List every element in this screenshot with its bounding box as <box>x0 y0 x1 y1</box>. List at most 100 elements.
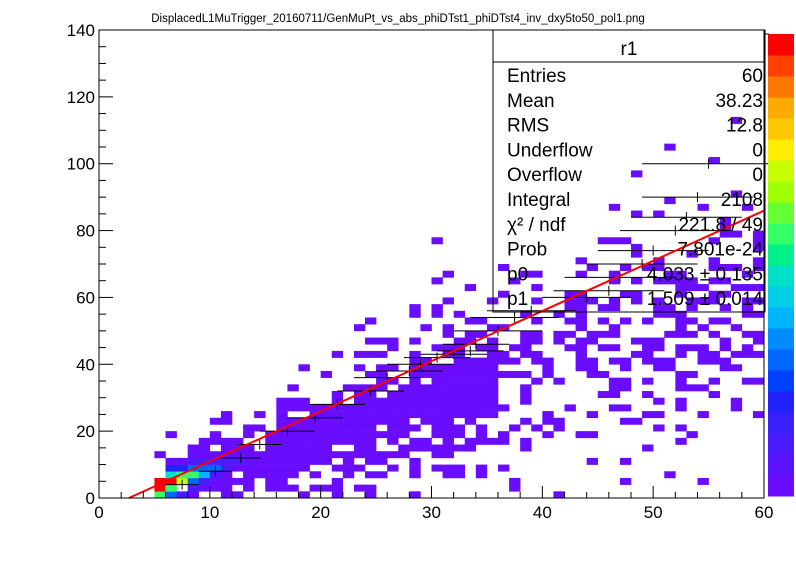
heatmap-cell <box>608 270 621 278</box>
heatmap-cell <box>298 464 310 472</box>
heatmap-cell <box>631 337 643 345</box>
heatmap-cell <box>398 384 410 392</box>
stats-row-value: 38.23 <box>715 91 763 112</box>
heatmap-cell <box>431 344 443 352</box>
heatmap-cell <box>697 324 709 332</box>
heatmap-cell <box>353 324 366 332</box>
heatmap-cell <box>642 317 654 325</box>
palette-swatch <box>768 286 794 308</box>
heatmap-cell <box>686 304 698 312</box>
heatmap-cell <box>220 464 233 472</box>
heatmap-cell <box>376 411 388 419</box>
heatmap-cell <box>320 437 333 445</box>
heatmap-cell <box>464 337 477 345</box>
heatmap-cell <box>353 417 366 425</box>
heatmap-cell <box>575 350 587 358</box>
heatmap-cell <box>464 377 477 385</box>
heatmap-cell <box>675 404 687 412</box>
heatmap-cell <box>509 344 521 352</box>
stats-box-name: r1 <box>621 39 638 60</box>
heatmap-cell <box>442 417 454 425</box>
heatmap-cell <box>365 437 377 445</box>
heatmap-cell <box>453 424 466 432</box>
heatmap-cell <box>619 457 632 465</box>
heatmap-cell <box>287 437 299 445</box>
heatmap-cell <box>608 404 621 412</box>
heatmap-cell <box>631 277 643 285</box>
heatmap-cell <box>409 404 421 412</box>
heatmap-cell <box>486 391 499 399</box>
palette-swatch <box>768 223 794 245</box>
heatmap-cell <box>442 471 454 479</box>
heatmap-cell <box>697 284 709 292</box>
heatmap-cell <box>675 290 687 298</box>
heatmap-cell <box>154 491 166 499</box>
heatmap-cell <box>475 344 488 352</box>
heatmap-cell <box>542 411 554 419</box>
y-tick-label: 0 <box>86 489 95 508</box>
heatmap-cell <box>365 431 377 439</box>
heatmap-cell <box>431 464 443 472</box>
heatmap-cell <box>608 384 621 392</box>
heatmap-cell <box>464 437 477 445</box>
heatmap-cell <box>420 437 432 445</box>
profile-point <box>631 212 742 223</box>
heatmap-cell <box>631 210 643 218</box>
heatmap-cell <box>464 330 477 338</box>
axes: 0 10 20 30 40 50 60 0 20 40 60 80 100 120 140 <box>67 21 774 522</box>
heatmap-cell <box>730 264 743 271</box>
heatmap-cell <box>675 324 687 332</box>
heatmap-cell <box>287 471 299 479</box>
heatmap-cell <box>575 317 587 325</box>
heatmap-cell <box>653 397 665 405</box>
heatmap-cell <box>553 330 565 338</box>
heatmap-cell <box>287 404 299 412</box>
heatmap-cell <box>486 357 499 365</box>
palette-swatch <box>768 412 794 434</box>
heatmap-cell <box>475 364 488 372</box>
heatmap-cell <box>642 391 654 399</box>
heatmap-cell <box>752 310 765 318</box>
heatmap-cell <box>486 377 499 385</box>
heatmap-cell <box>531 270 543 278</box>
heatmap-cell <box>675 437 687 445</box>
plot-title: DisplacedL1MuTrigger_20160711/GenMuPt_vs… <box>151 13 645 25</box>
heatmap-cell <box>365 411 377 419</box>
heatmap-cell <box>608 277 621 285</box>
heatmap-cell <box>409 304 421 312</box>
profile-point <box>437 345 504 356</box>
heatmap-cells <box>154 116 765 499</box>
heatmap-cell <box>287 444 299 452</box>
heatmap-cell <box>498 264 510 271</box>
x-tick-label: 10 <box>200 503 219 522</box>
heatmap-cell <box>719 357 732 365</box>
heatmap-cell <box>520 270 532 278</box>
heatmap-cell <box>276 411 288 419</box>
heatmap-cell <box>309 471 321 479</box>
heatmap-cell <box>409 411 421 419</box>
heatmap-cell <box>575 357 587 365</box>
heatmap-cell <box>697 203 709 211</box>
heatmap-cell <box>741 310 754 318</box>
palette-swatch <box>768 475 794 497</box>
heatmap-cell <box>365 317 377 325</box>
heatmap-cell <box>608 377 621 385</box>
heatmap-cell <box>453 364 466 372</box>
heatmap-cell <box>331 424 344 432</box>
heatmap-cell <box>331 484 344 492</box>
heatmap-cell <box>664 143 676 151</box>
heatmap-cell <box>276 437 288 445</box>
heatmap-cell <box>165 477 177 485</box>
heatmap-cell <box>730 284 743 292</box>
heatmap-cell <box>442 444 454 452</box>
heatmap-cell <box>608 237 621 245</box>
heatmap-cell <box>420 357 432 365</box>
heatmap-cell <box>232 457 244 465</box>
heatmap-cell <box>631 350 643 358</box>
heatmap-cell <box>608 203 621 211</box>
heatmap-cell <box>475 437 488 445</box>
profile-point <box>387 359 454 370</box>
heatmap-cell <box>675 330 687 338</box>
stats-row-value: 60 <box>742 66 763 87</box>
heatmap-cell <box>498 350 510 358</box>
